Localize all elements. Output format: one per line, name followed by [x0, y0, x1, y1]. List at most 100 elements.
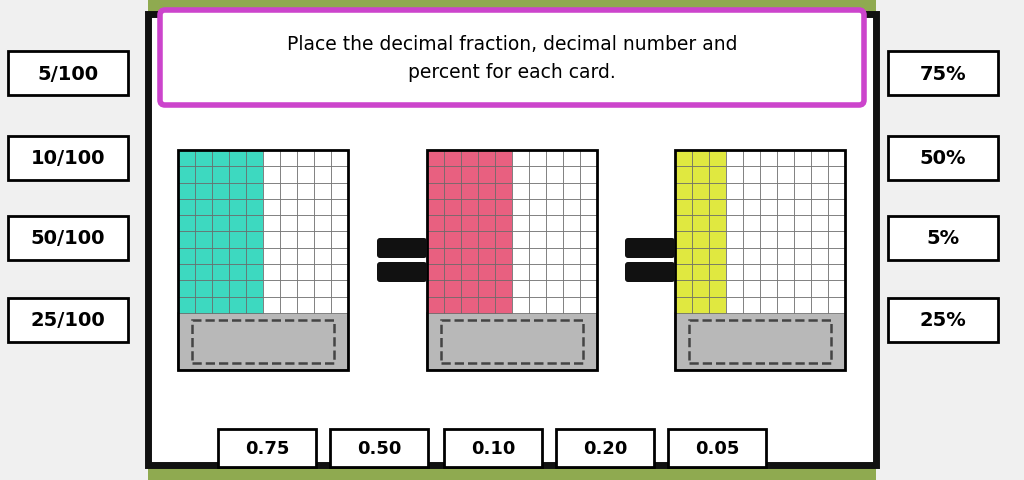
Bar [692, 248, 709, 264]
Bar [580, 199, 597, 216]
Text: 25%: 25% [920, 311, 967, 330]
Bar [692, 167, 709, 183]
Bar [263, 199, 280, 216]
Bar [760, 232, 777, 248]
Bar [178, 297, 195, 313]
Bar [314, 264, 331, 281]
Bar [580, 281, 597, 297]
Bar [331, 232, 348, 248]
Bar [794, 297, 811, 313]
Bar [246, 216, 263, 232]
Bar [246, 232, 263, 248]
Bar [461, 151, 478, 167]
Bar [675, 281, 692, 297]
Bar [427, 216, 444, 232]
Bar [546, 232, 563, 248]
Bar [760, 183, 777, 199]
Text: 25/100: 25/100 [31, 311, 105, 330]
Bar [580, 216, 597, 232]
Bar [178, 151, 195, 167]
Bar [331, 151, 348, 167]
Bar [229, 248, 246, 264]
Bar [675, 167, 692, 183]
FancyBboxPatch shape [625, 239, 675, 258]
Bar [709, 264, 726, 281]
Bar [444, 167, 461, 183]
Bar [195, 151, 212, 167]
Bar [512, 297, 529, 313]
Bar [297, 248, 314, 264]
Bar [743, 167, 760, 183]
Bar [563, 281, 580, 297]
Bar [760, 297, 777, 313]
Bar [461, 248, 478, 264]
Bar [546, 264, 563, 281]
Bar [563, 183, 580, 199]
Bar [427, 167, 444, 183]
Bar [461, 167, 478, 183]
Bar [229, 297, 246, 313]
Bar [280, 297, 297, 313]
Bar [709, 232, 726, 248]
Bar [195, 216, 212, 232]
Bar [675, 313, 845, 370]
Bar [512, 167, 529, 183]
Bar [212, 232, 229, 248]
Bar [478, 199, 495, 216]
Bar [478, 151, 495, 167]
Bar [427, 297, 444, 313]
Bar [8, 52, 128, 96]
Bar [709, 167, 726, 183]
Bar [297, 232, 314, 248]
Bar [726, 199, 743, 216]
Bar [427, 313, 597, 370]
Bar [794, 199, 811, 216]
Bar [229, 216, 246, 232]
Bar [8, 216, 128, 261]
Bar [777, 216, 794, 232]
Bar [263, 151, 280, 167]
Bar [743, 183, 760, 199]
Bar [427, 264, 444, 281]
Bar [331, 248, 348, 264]
Bar [178, 199, 195, 216]
Bar [246, 264, 263, 281]
Bar [777, 297, 794, 313]
Bar [668, 429, 766, 467]
Bar [263, 167, 280, 183]
Bar [331, 216, 348, 232]
Bar [888, 52, 998, 96]
Bar [675, 183, 692, 199]
Bar [444, 264, 461, 281]
Bar [314, 167, 331, 183]
Bar [811, 248, 828, 264]
Text: 50/100: 50/100 [31, 229, 105, 248]
FancyBboxPatch shape [160, 11, 864, 106]
Bar [212, 199, 229, 216]
Bar [726, 248, 743, 264]
Bar [280, 199, 297, 216]
Bar [195, 281, 212, 297]
Bar [512, 183, 529, 199]
Bar [726, 232, 743, 248]
Bar [794, 216, 811, 232]
Bar [263, 281, 280, 297]
Bar [726, 216, 743, 232]
Bar [580, 183, 597, 199]
Bar [495, 264, 512, 281]
Bar [794, 183, 811, 199]
Bar [229, 183, 246, 199]
Bar [495, 216, 512, 232]
Bar [692, 297, 709, 313]
Bar [529, 151, 546, 167]
Bar [692, 151, 709, 167]
Bar [495, 248, 512, 264]
Bar [726, 264, 743, 281]
Bar [828, 199, 845, 216]
Bar [178, 216, 195, 232]
Bar [811, 232, 828, 248]
Bar [495, 167, 512, 183]
Bar [263, 183, 280, 199]
Bar [314, 151, 331, 167]
FancyBboxPatch shape [377, 239, 427, 258]
